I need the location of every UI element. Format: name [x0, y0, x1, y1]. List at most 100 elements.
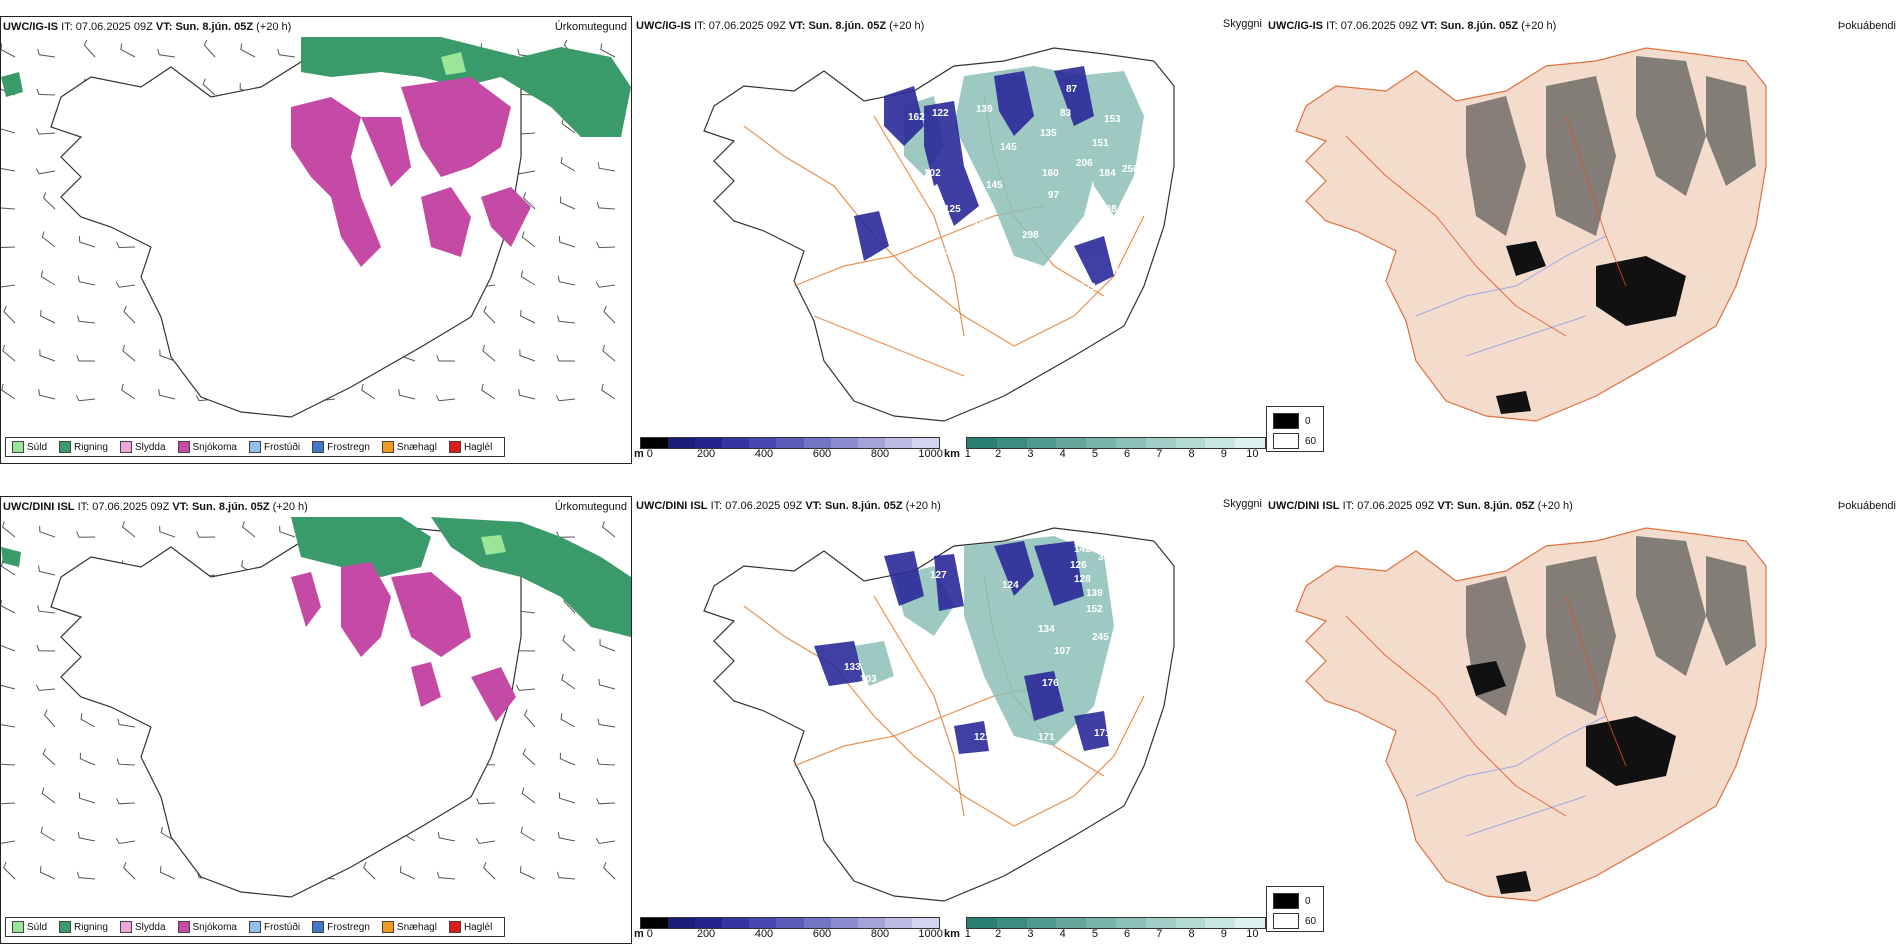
- wind-barb-icon: [521, 787, 536, 804]
- visibility-value: 245: [1092, 632, 1109, 643]
- wind-barb-icon: [36, 128, 56, 135]
- wind-barb-icon: [41, 231, 56, 248]
- legend-swatch-snaehagl: [381, 441, 394, 453]
- visibility-panel-row1: UWC/IG-IS IT: 07.06.2025 09Z VT: Sun. 8.…: [634, 16, 1266, 464]
- wind-barb-icon: [519, 866, 536, 880]
- colorbar-segment: [1205, 438, 1236, 448]
- panel-title: Úrkomutegund: [554, 21, 627, 33]
- wind-barb-icon: [123, 862, 136, 880]
- wind-barb-icon: [481, 384, 496, 400]
- wind-barb-icon: [436, 871, 456, 880]
- panel-title: Úrkomutegund: [554, 501, 627, 513]
- colorbar-tick-label: 800: [870, 448, 890, 460]
- wind-barb-icon: [43, 709, 56, 728]
- colorbar-tick-label: 1: [964, 448, 971, 460]
- precip-type-panel-row1: UWC/IG-IS IT: 07.06.2025 09Z VT: Sun. 8.…: [0, 16, 632, 464]
- wind-barb-icon: [115, 838, 136, 845]
- colorbar-segment: [1026, 918, 1057, 928]
- colorbar-tick-label: 6: [1124, 928, 1131, 940]
- colorbar-tick-label: 400: [754, 448, 774, 460]
- wind-barb-icon: [603, 862, 616, 880]
- visibility-value: 152: [1086, 604, 1103, 615]
- wind-barb-icon: [557, 315, 576, 324]
- wind-barb-icon: [475, 838, 496, 845]
- wind-barb-icon: [559, 196, 576, 210]
- visibility-value: 116: [1112, 704, 1129, 715]
- visibility-panel-row2: UWC/DINI ISL IT: 07.06.2025 09Z VT: Sun.…: [634, 496, 1266, 944]
- wind-barb-icon: [1, 207, 16, 210]
- colorbar-segment: [776, 918, 804, 928]
- wind-barb-icon: [160, 826, 176, 842]
- wind-barb-icon: [75, 395, 96, 402]
- wind-barb-icon: [435, 395, 456, 402]
- legend-swatch-sudl: [12, 441, 24, 453]
- visibility-value: 125: [944, 204, 961, 215]
- wind-barb-icon: [2, 344, 16, 362]
- colorbar-segment: [996, 918, 1027, 928]
- wind-barb-icon: [39, 866, 56, 880]
- wind-barb-icon: [1, 128, 16, 134]
- legend-swatch-rigning: [59, 921, 72, 933]
- wind-barb-icon: [555, 395, 576, 402]
- fog-panel-row1: UWC/IG-IS IT: 07.06.2025 09Z VT: Sun. 8.…: [1266, 16, 1900, 464]
- colorbar-segment: [857, 918, 885, 928]
- visibility-value: 83: [1060, 108, 1072, 119]
- wind-barb-icon: [277, 48, 296, 58]
- colorbar-tick-label: 2: [995, 448, 1002, 460]
- wind-barb-icon: [436, 355, 455, 362]
- colorbar-segment: [1115, 438, 1146, 448]
- wind-barb-icon: [117, 718, 136, 728]
- wind-barb-icon: [1, 384, 16, 400]
- wind-barb-icon: [122, 521, 136, 538]
- panel-title: Skyggni: [1222, 18, 1262, 30]
- visibility-value-labels: 87 83 135 153 151 206 184 250 160 108 97…: [908, 84, 1139, 293]
- wind-barb-icon: [1, 645, 16, 652]
- colorbar-tick-label: 7: [1156, 448, 1163, 460]
- wind-barb-icon: [596, 758, 616, 766]
- visibility-value: 135: [1040, 128, 1057, 139]
- wind-barb-icon: [1, 246, 16, 249]
- colorbar-tick-label: 9: [1220, 448, 1227, 460]
- wind-barb-icon: [1, 724, 16, 728]
- colorbar-segment: [996, 438, 1027, 448]
- colorbar-segment: [749, 438, 777, 448]
- visibility-value: 102: [924, 168, 941, 179]
- colorbar-tick-label: 0: [646, 928, 653, 940]
- legend-swatch-frostudi: [248, 921, 261, 933]
- colorbar-segment: [695, 918, 723, 928]
- wind-barb-icon: [1, 684, 16, 690]
- wind-barb-icon: [3, 862, 16, 880]
- wind-barb-icon: [42, 192, 56, 210]
- wind-barb-icon: [122, 344, 136, 362]
- wind-barb-icon: [37, 605, 56, 614]
- colorbar-tick-label: 600: [812, 928, 832, 940]
- wind-barb-icon: [558, 236, 576, 248]
- wind-barb-icon: [399, 866, 416, 880]
- wind-barb-icon: [116, 241, 136, 249]
- colorbar-segment: [722, 918, 750, 928]
- visibility-value: 162: [908, 112, 925, 123]
- visibility-value: 122: [932, 108, 949, 119]
- visibility-value: 151: [944, 246, 961, 257]
- visibility-value: 133: [844, 662, 861, 673]
- visibility-value: 115: [1114, 266, 1131, 277]
- colorbar-tick-label: 600: [812, 448, 832, 460]
- colorbar-tick-label: 3: [1027, 928, 1034, 940]
- colorbar-segment: [668, 918, 696, 928]
- wind-barb-icon: [483, 862, 496, 880]
- wind-barb-icon: [595, 838, 616, 845]
- visibility-value: 171: [1080, 282, 1097, 293]
- wind-barb-icon: [518, 389, 536, 400]
- legend-swatch-slydda: [119, 441, 132, 453]
- visibility-value: 107: [1054, 646, 1071, 657]
- visibility-value: 141: [944, 664, 961, 675]
- wind-barb-icon: [523, 709, 536, 728]
- wind-barb-icon: [78, 236, 96, 248]
- wind-barb-icon: [42, 748, 56, 766]
- wind-barb-icon: [557, 275, 576, 286]
- colorbar-tick-label: 5: [1091, 448, 1098, 460]
- wind-barb-icon: [519, 349, 536, 362]
- iceland-visibility-map: 142 301 126 128 150 139 152 226 134 107 …: [703, 527, 1175, 902]
- wind-barb-icon: [1, 43, 16, 58]
- wind-barb-icon: [158, 389, 176, 400]
